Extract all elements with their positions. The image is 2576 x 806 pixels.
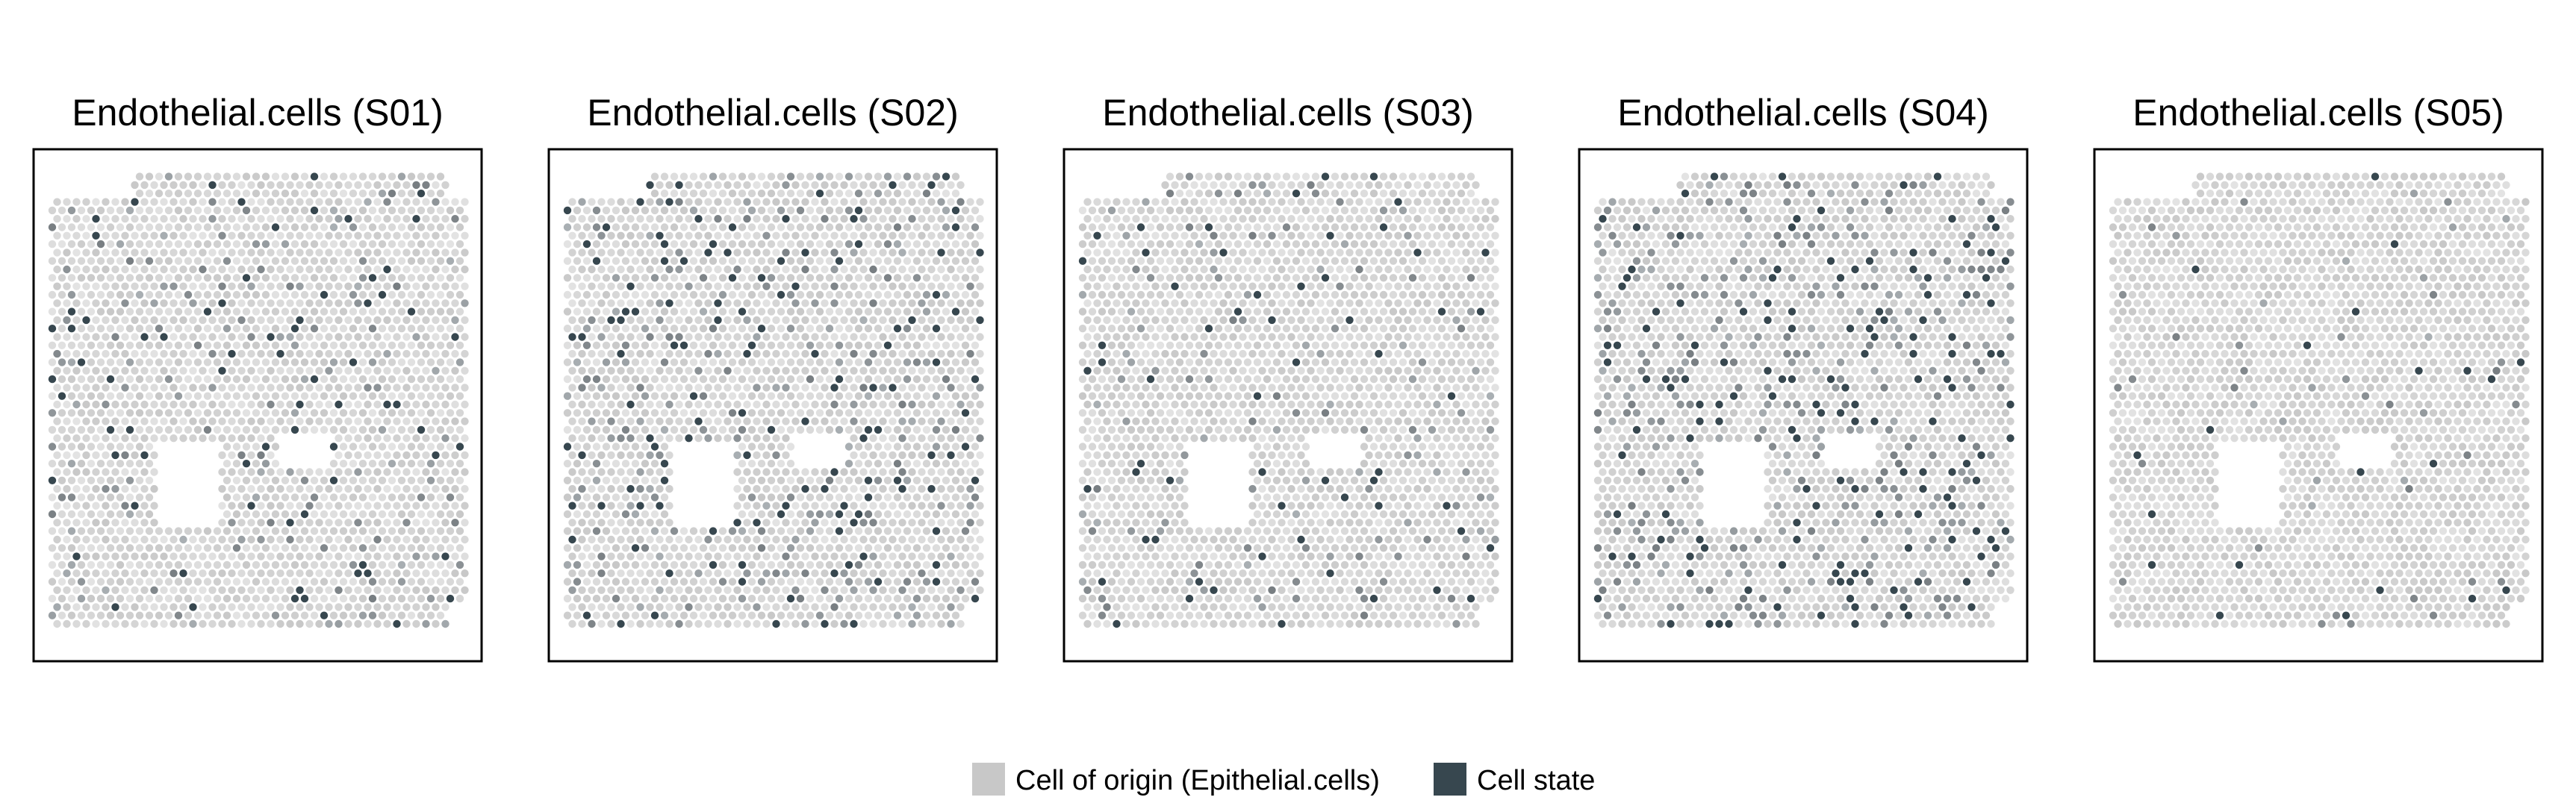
panel-4: Endothelial.cells (S04): [1578, 92, 2029, 663]
panel-frame: [1063, 148, 1513, 663]
panel-title: Endothelial.cells (S04): [1617, 92, 1989, 134]
panel-frame: [2093, 148, 2544, 663]
legend-key-state: [1434, 763, 1466, 796]
spot-layer: [1593, 172, 2015, 628]
panel-5: Endothelial.cells (S05): [2093, 92, 2544, 663]
spot-layer: [48, 172, 469, 628]
legend-label-state: Cell state: [1477, 765, 1595, 796]
legend-label-origin: Cell of origin (Epithelial.cells): [1015, 765, 1380, 796]
panel-1: Endothelial.cells (S01): [32, 92, 483, 663]
panel-title: Endothelial.cells (S05): [2132, 92, 2504, 134]
panel-frame: [547, 148, 998, 663]
legend: Cell of origin (Epithelial.cells) Cell s…: [972, 763, 1595, 796]
panel-3: Endothelial.cells (S03): [1063, 92, 1513, 663]
spot-layer: [2109, 172, 2530, 628]
panel-2: Endothelial.cells (S02): [547, 92, 998, 663]
panel-title: Endothelial.cells (S03): [1102, 92, 1474, 134]
spot-layer: [563, 172, 984, 628]
panel-title: Endothelial.cells (S02): [587, 92, 959, 134]
panel-frame: [1578, 148, 2029, 663]
spot-layer: [1078, 172, 1499, 628]
legend-key-origin: [972, 763, 1005, 796]
panels: Endothelial.cells (S01) Endothelial.cells…: [32, 92, 2544, 663]
panel-frame: [32, 148, 483, 663]
panel-title: Endothelial.cells (S01): [72, 92, 444, 134]
